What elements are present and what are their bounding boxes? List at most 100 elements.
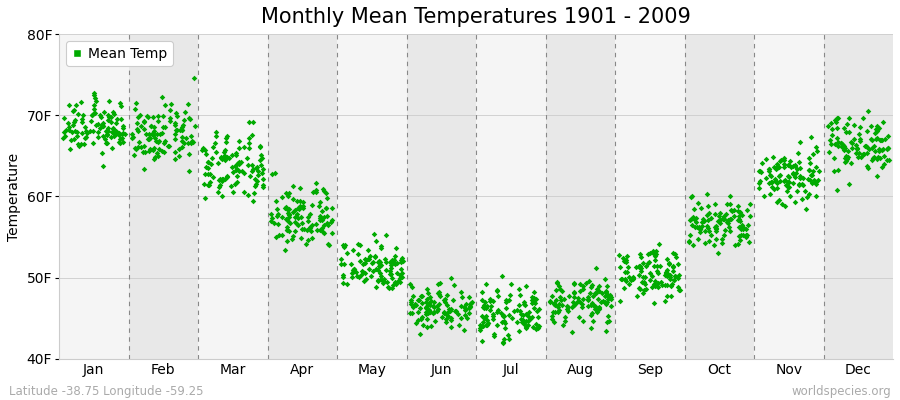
Point — [643, 270, 657, 276]
Point — [274, 214, 289, 220]
Point — [561, 304, 575, 310]
Point — [256, 184, 270, 191]
Point — [799, 194, 814, 200]
Point — [315, 216, 329, 223]
Point — [422, 308, 436, 315]
Point — [711, 250, 725, 256]
Point — [564, 304, 579, 310]
Point — [626, 274, 641, 280]
Point — [672, 286, 687, 293]
Point — [857, 151, 871, 157]
Point — [636, 290, 651, 296]
Point — [777, 157, 791, 163]
Point — [828, 141, 842, 148]
Point — [95, 150, 110, 156]
Point — [860, 144, 874, 150]
Point — [497, 312, 511, 319]
Point — [600, 291, 615, 298]
Point — [181, 101, 195, 108]
Point — [184, 140, 199, 147]
Point — [464, 300, 479, 306]
Point — [702, 228, 716, 234]
Point — [185, 138, 200, 144]
Point — [418, 310, 433, 317]
Point — [305, 222, 320, 228]
Point — [880, 144, 895, 151]
Point — [243, 172, 257, 179]
Point — [474, 323, 489, 329]
Point — [525, 297, 539, 303]
Point — [849, 150, 863, 156]
Point — [825, 125, 840, 132]
Point — [403, 281, 418, 287]
Point — [532, 306, 546, 312]
Point — [125, 134, 140, 141]
Point — [713, 220, 727, 226]
Point — [282, 206, 296, 212]
Point — [167, 120, 182, 126]
Point — [206, 173, 220, 180]
Point — [368, 254, 382, 260]
Point — [792, 182, 806, 188]
Point — [433, 280, 447, 286]
Point — [374, 244, 389, 251]
Point — [315, 208, 329, 215]
Point — [583, 312, 598, 319]
Point — [112, 132, 126, 139]
Point — [390, 270, 404, 276]
Point — [474, 338, 489, 344]
Point — [161, 142, 176, 149]
Point — [209, 133, 223, 140]
Point — [788, 163, 802, 169]
Point — [113, 115, 128, 122]
Point — [301, 218, 315, 224]
Point — [157, 149, 171, 156]
Point — [394, 259, 409, 265]
Point — [720, 217, 734, 224]
Point — [655, 282, 670, 288]
Point — [669, 254, 683, 260]
Point — [265, 171, 279, 178]
Point — [137, 166, 151, 172]
Point — [446, 297, 460, 303]
Point — [245, 162, 259, 168]
Point — [641, 260, 655, 266]
Point — [796, 175, 810, 181]
Point — [526, 289, 541, 295]
Point — [410, 309, 425, 315]
Point — [764, 184, 778, 191]
Point — [476, 304, 491, 310]
Point — [757, 193, 771, 200]
Point — [692, 224, 706, 230]
Point — [86, 92, 101, 98]
Point — [346, 247, 360, 254]
Point — [373, 270, 387, 276]
Point — [806, 151, 820, 158]
Point — [830, 135, 844, 141]
Point — [381, 284, 395, 290]
Point — [479, 281, 493, 287]
Point — [634, 254, 648, 260]
Point — [558, 314, 572, 320]
Point — [852, 137, 867, 144]
Point — [801, 176, 815, 182]
Point — [554, 288, 569, 294]
Point — [500, 332, 515, 338]
Point — [773, 158, 788, 165]
Point — [695, 219, 709, 226]
Point — [599, 328, 614, 334]
Point — [550, 279, 564, 285]
Point — [850, 145, 864, 152]
Point — [592, 304, 607, 311]
Point — [373, 262, 387, 269]
Point — [444, 275, 458, 281]
Point — [504, 281, 518, 287]
Point — [105, 129, 120, 135]
Point — [869, 128, 884, 134]
Point — [731, 208, 745, 214]
Point — [409, 302, 423, 309]
Point — [225, 163, 239, 170]
Point — [68, 135, 82, 142]
Point — [835, 142, 850, 148]
Point — [685, 222, 699, 229]
